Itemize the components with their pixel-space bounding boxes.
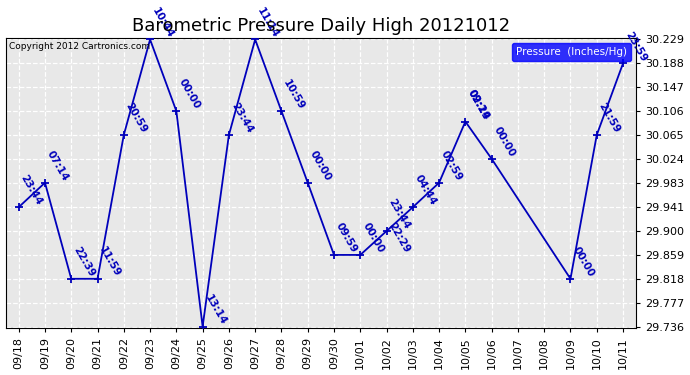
- Text: 02:59: 02:59: [439, 149, 464, 183]
- Title: Barometric Pressure Daily High 20121012: Barometric Pressure Daily High 20121012: [132, 17, 510, 35]
- Text: 23:59: 23:59: [623, 30, 648, 63]
- Text: Copyright 2012 Cartronics.com: Copyright 2012 Cartronics.com: [9, 42, 150, 51]
- Text: 22:39: 22:39: [71, 245, 97, 279]
- Text: 00:00: 00:00: [360, 221, 386, 255]
- Legend: Pressure  (Inches/Hg): Pressure (Inches/Hg): [511, 43, 631, 61]
- Text: 00:00: 00:00: [571, 245, 595, 279]
- Text: 13:14: 13:14: [203, 293, 228, 327]
- Text: 10:44: 10:44: [150, 6, 175, 39]
- Text: 10:59: 10:59: [282, 78, 306, 111]
- Text: 09:59: 09:59: [334, 222, 359, 255]
- Text: 00:00: 00:00: [492, 125, 517, 159]
- Text: 00:00: 00:00: [177, 77, 201, 111]
- Text: 23:44: 23:44: [19, 173, 44, 207]
- Text: 23:44: 23:44: [229, 101, 254, 135]
- Text: 20:59: 20:59: [124, 101, 149, 135]
- Text: 09:14: 09:14: [465, 88, 491, 122]
- Text: 21:59: 21:59: [597, 101, 622, 135]
- Text: 11:14: 11:14: [255, 6, 280, 39]
- Text: 11:59: 11:59: [97, 245, 123, 279]
- Text: 23:44: 23:44: [386, 197, 412, 231]
- Text: 00:00: 00:00: [308, 149, 333, 183]
- Text: 02:29: 02:29: [465, 88, 491, 122]
- Text: 04:44: 04:44: [413, 173, 438, 207]
- Text: 22:29: 22:29: [386, 221, 412, 255]
- Text: 07:14: 07:14: [45, 149, 70, 183]
